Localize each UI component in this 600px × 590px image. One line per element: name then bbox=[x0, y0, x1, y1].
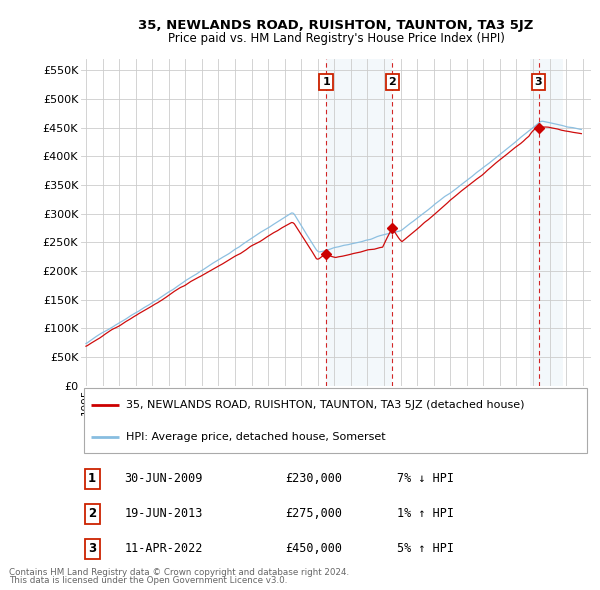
Text: 11-APR-2022: 11-APR-2022 bbox=[124, 542, 203, 555]
Text: Price paid vs. HM Land Registry's House Price Index (HPI): Price paid vs. HM Land Registry's House … bbox=[167, 32, 505, 45]
Text: 7% ↓ HPI: 7% ↓ HPI bbox=[397, 473, 454, 486]
Text: 35, NEWLANDS ROAD, RUISHTON, TAUNTON, TA3 5JZ (detached house): 35, NEWLANDS ROAD, RUISHTON, TAUNTON, TA… bbox=[126, 399, 524, 409]
Text: 1% ↑ HPI: 1% ↑ HPI bbox=[397, 507, 454, 520]
Bar bbox=[326, 59, 392, 386]
Bar bbox=[530, 59, 563, 386]
FancyBboxPatch shape bbox=[83, 388, 587, 453]
Text: This data is licensed under the Open Government Licence v3.0.: This data is licensed under the Open Gov… bbox=[9, 576, 287, 585]
Text: 2: 2 bbox=[88, 507, 96, 520]
Text: 35, NEWLANDS ROAD, RUISHTON, TAUNTON, TA3 5JZ: 35, NEWLANDS ROAD, RUISHTON, TAUNTON, TA… bbox=[139, 19, 533, 32]
Text: 1: 1 bbox=[88, 473, 96, 486]
Text: 5% ↑ HPI: 5% ↑ HPI bbox=[397, 542, 454, 555]
Text: 1: 1 bbox=[322, 77, 330, 87]
Text: 3: 3 bbox=[535, 77, 542, 87]
Text: 3: 3 bbox=[88, 542, 96, 555]
Text: £275,000: £275,000 bbox=[285, 507, 342, 520]
Text: £450,000: £450,000 bbox=[285, 542, 342, 555]
Text: 30-JUN-2009: 30-JUN-2009 bbox=[124, 473, 203, 486]
Text: HPI: Average price, detached house, Somerset: HPI: Average price, detached house, Some… bbox=[126, 432, 386, 442]
Text: £230,000: £230,000 bbox=[285, 473, 342, 486]
Text: 2: 2 bbox=[388, 77, 396, 87]
Text: Contains HM Land Registry data © Crown copyright and database right 2024.: Contains HM Land Registry data © Crown c… bbox=[9, 568, 349, 577]
Text: 19-JUN-2013: 19-JUN-2013 bbox=[124, 507, 203, 520]
